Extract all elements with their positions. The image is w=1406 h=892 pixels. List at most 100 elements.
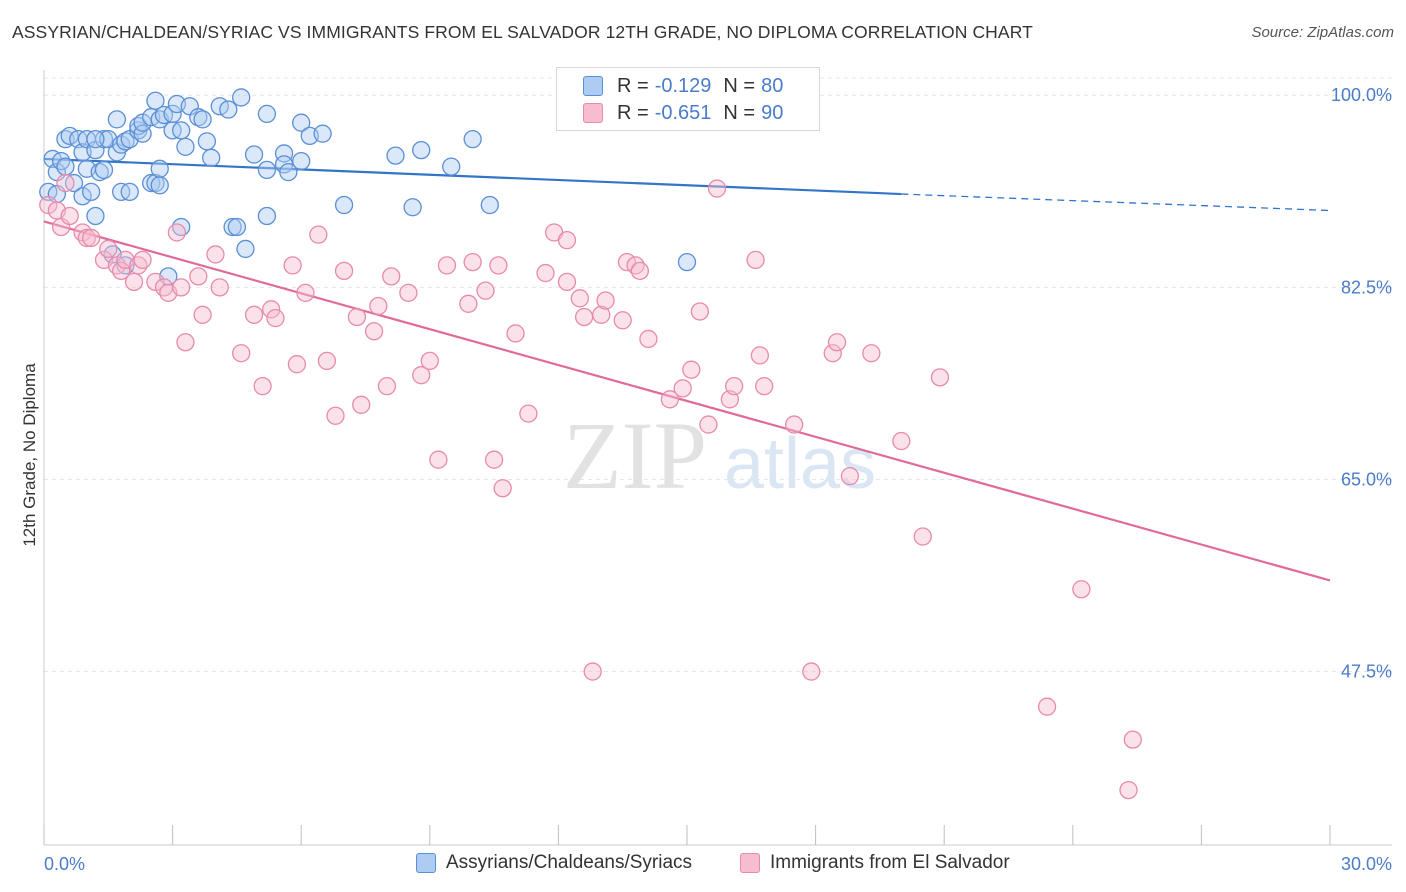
point-el-salvador: [755, 376, 774, 396]
point-el-salvador: [82, 228, 101, 248]
point-assyrian: [82, 182, 101, 201]
point-el-salvador: [840, 467, 860, 486]
point-el-salvador: [382, 267, 401, 286]
point-el-salvador: [176, 333, 195, 352]
series-legend-label: Assyrians/Chaldeans/Syriacs: [446, 852, 693, 873]
point-el-salvador: [574, 307, 594, 327]
point-assyrian: [403, 198, 422, 217]
point-assyrian: [56, 157, 75, 176]
point-el-salvador: [682, 360, 701, 379]
point-el-salvador: [244, 305, 264, 324]
point-assyrian: [292, 113, 311, 132]
point-el-salvador: [167, 223, 187, 242]
point-el-salvador: [862, 344, 881, 363]
point-assyrian: [227, 217, 247, 237]
trend-line-blue: [43, 157, 902, 196]
point-el-salvador: [364, 322, 384, 341]
point-el-salvador: [506, 324, 525, 343]
point-el-salvador: [296, 283, 315, 302]
point-assyrian: [257, 104, 277, 124]
point-el-salvador: [429, 450, 448, 469]
point-assyrian: [146, 91, 165, 110]
point-el-salvador: [309, 225, 328, 244]
legend-r-label: R =: [617, 101, 649, 124]
point-el-salvador: [536, 263, 555, 283]
point-el-salvador: [189, 267, 208, 286]
point-el-salvador: [930, 368, 950, 387]
point-assyrian: [480, 195, 499, 215]
point-assyrian: [172, 121, 191, 140]
point-assyrian: [279, 162, 298, 182]
point-assyrian: [292, 151, 311, 171]
legend-r-value: -0.651: [654, 101, 712, 124]
point-assyrian: [244, 145, 264, 164]
point-assyrian: [86, 130, 105, 149]
point-el-salvador: [77, 228, 97, 248]
point-el-salvador: [699, 415, 718, 434]
legend-n-value: 90: [761, 101, 784, 124]
legend-n-label: N =: [723, 74, 756, 97]
point-el-salvador: [317, 351, 337, 371]
point-el-salvador: [193, 305, 212, 324]
x-tick-label: 30.0%: [1341, 854, 1392, 874]
point-el-salvador: [369, 296, 388, 316]
legend-row-pink: R = -0.651 N = 90: [583, 101, 795, 125]
point-assyrian: [163, 104, 182, 124]
point-el-salvador: [725, 376, 744, 396]
point-el-salvador: [124, 272, 144, 292]
series-legend-label: Immigrants from El Salvador: [770, 852, 1010, 873]
y-tick-label: 47.5%: [1341, 662, 1392, 682]
point-assyrian: [442, 157, 461, 176]
point-el-salvador: [570, 289, 589, 308]
tick-labels: 100.0% 82.5% 65.0% 47.5% 0.0% 30.0%: [44, 85, 1392, 874]
legend-n-label: N =: [723, 101, 756, 124]
point-el-salvador: [334, 261, 354, 281]
point-el-salvador: [1119, 780, 1138, 800]
series-legend-swatch-pink: [740, 853, 760, 873]
trend-line-blue-extension: [901, 193, 1331, 212]
point-el-salvador: [412, 366, 431, 385]
chart-source: Source: ZipAtlas.com: [1251, 24, 1394, 41]
point-el-salvador: [206, 245, 225, 264]
point-assyrian: [86, 206, 105, 226]
point-el-salvador: [133, 250, 152, 270]
point-el-salvador: [746, 250, 765, 270]
point-el-salvador: [557, 272, 577, 292]
point-el-salvador: [232, 344, 251, 363]
legend-swatch-pink: [583, 103, 603, 123]
point-el-salvador: [112, 261, 131, 281]
y-tick-label: 82.5%: [1341, 277, 1392, 297]
point-assyrian: [334, 195, 354, 215]
legend-r-label: R =: [617, 74, 649, 97]
series-legend: Assyrians/Chaldeans/Syriacs Immigrants f…: [0, 852, 1406, 878]
point-el-salvador: [437, 256, 457, 275]
point-el-salvador: [420, 351, 439, 371]
point-el-salvador: [660, 390, 680, 409]
point-el-salvador: [287, 355, 307, 374]
point-assyrian: [107, 110, 127, 129]
point-assyrian: [193, 110, 212, 129]
point-el-salvador: [262, 300, 281, 319]
point-assyrian: [120, 182, 139, 201]
point-el-salvador: [802, 662, 821, 681]
series-legend-swatch-blue: [416, 853, 436, 873]
point-el-salvador: [913, 527, 932, 546]
point-el-salvador: [326, 406, 345, 425]
point-el-salvador: [60, 206, 79, 226]
point-el-salvador: [283, 256, 302, 275]
series-legend-item-blue: Assyrians/Chaldeans/Syriacs: [416, 852, 692, 874]
point-assyrian: [313, 124, 332, 143]
point-el-salvador: [750, 346, 770, 365]
point-assyrian: [176, 137, 195, 156]
point-el-salvador: [596, 291, 615, 310]
stats-legend: R = -0.129 N = 80 R = -0.651 N = 90: [556, 67, 820, 131]
series-legend-item-pink: Immigrants from El Salvador: [740, 852, 1010, 874]
chart-title: ASSYRIAN/CHALDEAN/SYRIAC VS IMMIGRANTS F…: [12, 22, 1033, 42]
point-el-salvador: [377, 376, 397, 396]
point-assyrian: [677, 252, 697, 272]
point-el-salvador: [785, 415, 804, 434]
point-assyrian: [150, 176, 169, 195]
point-el-salvador: [463, 252, 482, 272]
legend-swatch-blue: [583, 76, 603, 96]
